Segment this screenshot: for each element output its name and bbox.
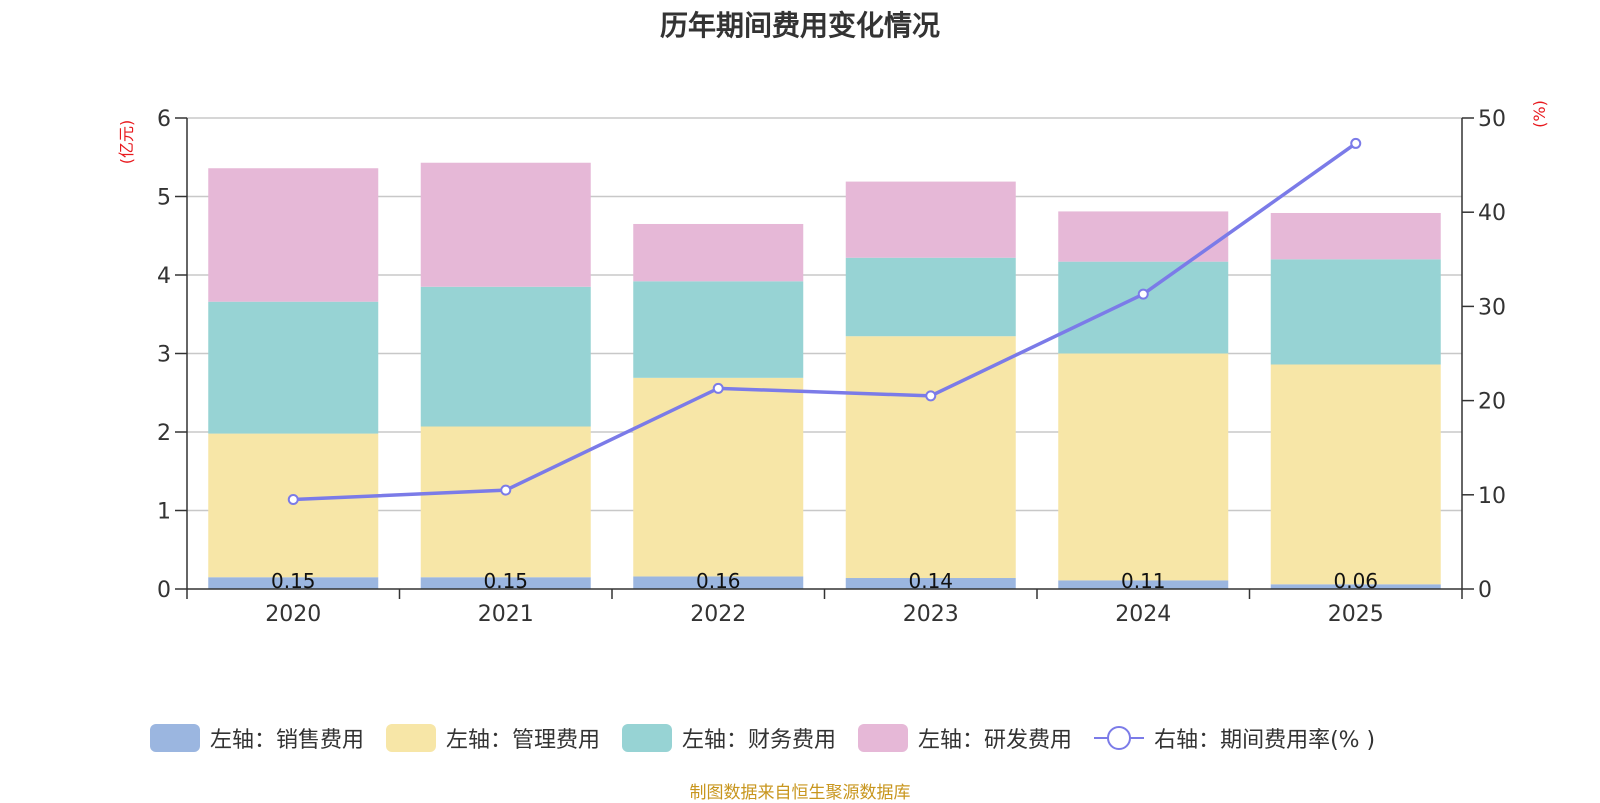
rate-point (500, 484, 512, 496)
legend-swatch-sales (150, 724, 200, 752)
right-axis-unit: (%) (1530, 100, 1549, 128)
left-axis-tick-label: 1 (157, 500, 171, 525)
bar-segment-1 (633, 377, 804, 577)
bar-segment-0 (633, 576, 804, 589)
source-note: 制图数据来自恒生聚源数据库 (689, 783, 911, 803)
bar-segment-3 (845, 181, 1016, 258)
bar-segment-0 (845, 578, 1016, 589)
label-layer: 0.15 0.15 0.16 0.14 0.11 0.06 (271, 569, 1378, 593)
bar-segment-2 (1270, 259, 1441, 365)
data-label: 0.11 (1121, 569, 1166, 593)
legend-item-finance[interactable]: 左轴：财务费用 (622, 722, 836, 754)
right-axis-tick-label: 50 (1478, 107, 1506, 132)
x-axis-tick-label: 2021 (478, 602, 534, 627)
legend-item-rnd[interactable]: 左轴：研发费用 (858, 722, 1072, 754)
legend-swatch-admin (386, 724, 437, 752)
legend-label-rate: 右轴：期间费用率(% ) (1154, 728, 1376, 753)
data-label: 0.14 (908, 569, 953, 593)
data-label: 0.16 (696, 569, 741, 593)
left-axis-tick-label: 4 (157, 264, 171, 289)
data-label: 0.15 (271, 569, 316, 593)
line-layer (287, 137, 1362, 506)
bar-segment-2 (420, 286, 591, 427)
x-axis-tick-label: 2025 (1328, 602, 1384, 627)
bar-segment-1 (845, 336, 1016, 579)
left-axis-tick-label: 6 (157, 107, 171, 132)
bar-segment-3 (1270, 212, 1441, 260)
rate-point (1350, 137, 1362, 149)
bar-segment-0 (1270, 584, 1441, 589)
chart-title: 历年期间费用变化情况 (659, 9, 940, 42)
legend-item-admin[interactable]: 左轴：管理费用 (386, 722, 600, 754)
bar-segment-0 (420, 577, 591, 589)
rate-point (287, 494, 299, 506)
right-axis-tick-label: 10 (1478, 484, 1506, 509)
legend-label-admin: 左轴：管理费用 (446, 728, 601, 753)
bar-segment-3 (1058, 211, 1229, 262)
grid-lines (187, 117, 1462, 512)
bar-segment-1 (1058, 353, 1229, 581)
right-axis-tick-label: 20 (1478, 390, 1506, 415)
rate-point (712, 382, 724, 394)
right-axis-tick-label: 0 (1478, 578, 1492, 603)
legend-swatch-finance (622, 724, 673, 752)
x-axis-tick-label: 2023 (903, 602, 959, 627)
data-label: 0.06 (1333, 569, 1378, 593)
rate-point (925, 390, 937, 402)
bar-segment-1 (208, 433, 379, 578)
bar-segment-1 (420, 426, 591, 578)
bar-segment-0 (1058, 580, 1229, 589)
legend: 左轴：销售费用 左轴：管理费用 左轴：财务费用 左轴：研发费用 右轴：期间费用率… (150, 722, 1397, 754)
bar-segment-3 (208, 168, 379, 302)
left-axis-tick-label: 0 (157, 578, 171, 603)
legend-label-rnd: 左轴：研发费用 (918, 728, 1073, 753)
bar-segment-3 (420, 162, 591, 287)
rate-point (1137, 288, 1149, 300)
legend-label-finance: 左轴：财务费用 (682, 728, 837, 753)
legend-label-sales: 左轴：销售费用 (210, 728, 365, 753)
x-axis-tick-label: 2020 (265, 602, 321, 627)
legend-line-marker-icon (1094, 726, 1145, 750)
left-axis-tick-label: 5 (157, 186, 171, 211)
bar-segment-2 (208, 301, 379, 434)
legend-item-rate[interactable]: 右轴：期间费用率(% ) (1094, 722, 1375, 754)
bar-segment-2 (633, 281, 804, 378)
bar-segment-0 (208, 577, 379, 589)
x-axis-tick-label: 2022 (690, 602, 746, 627)
left-axis-tick-label: 2 (157, 421, 171, 446)
x-axis-tick-label: 2024 (1115, 602, 1171, 627)
data-label: 0.15 (483, 569, 528, 593)
right-axis-tick-label: 40 (1478, 201, 1506, 226)
legend-item-sales[interactable]: 左轴：销售费用 (150, 722, 364, 754)
bar-segment-3 (633, 223, 804, 282)
left-axis-tick-label: 3 (157, 343, 171, 368)
bar-segment-1 (1270, 364, 1441, 585)
left-axis-unit: (亿元) (117, 120, 136, 165)
rate-line (293, 142, 1357, 502)
legend-swatch-rnd (858, 724, 909, 752)
bar-segment-2 (845, 257, 1016, 337)
right-axis-tick-label: 30 (1478, 295, 1506, 320)
bar-segment-2 (1058, 261, 1229, 354)
bar-layer (208, 162, 1441, 589)
axes: 0 1 2 3 4 5 6 0 10 20 30 40 50 2020 2021 2022 2023 2024 20… (157, 107, 1506, 627)
